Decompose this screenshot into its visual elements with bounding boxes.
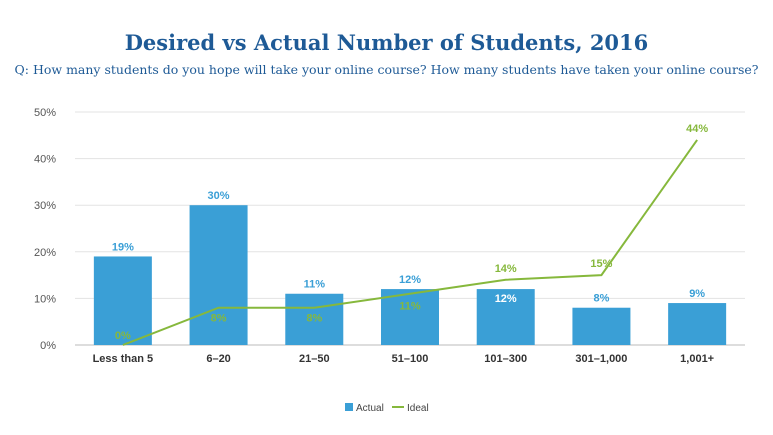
y-tick-label: 40%: [34, 154, 56, 166]
data-label-ideal: 15%: [590, 258, 612, 270]
data-label-ideal: 11%: [399, 301, 421, 313]
y-tick-label: 30%: [34, 200, 56, 212]
data-label-ideal: 8%: [306, 313, 322, 325]
legend-swatch-actual: [345, 403, 353, 411]
data-label-actual: 11%: [304, 279, 326, 291]
data-label-actual: 9%: [689, 288, 705, 300]
data-label-actual: 8%: [593, 293, 609, 305]
bar-actual: [93, 256, 152, 345]
y-tick-label: 50%: [34, 107, 56, 119]
bar-actual: [572, 307, 631, 345]
data-label-ideal: 14%: [495, 263, 517, 275]
y-tick-label: 10%: [34, 293, 56, 305]
bar-actual: [381, 289, 439, 345]
data-label-actual: 19%: [112, 241, 134, 253]
x-tick-label: 301–1,000: [575, 353, 627, 365]
y-tick-label: 20%: [34, 247, 56, 259]
bar-actual: [189, 205, 248, 345]
x-tick-label: 1,001+: [680, 353, 714, 365]
bar-actual: [668, 303, 727, 345]
legend-label-actual: Actual: [356, 403, 384, 414]
line-ideal: [122, 139, 698, 346]
data-label-ideal: 8%: [211, 313, 227, 325]
data-label-actual: 12%: [495, 293, 517, 305]
chart-subtitle: Q: How many students do you hope will ta…: [14, 62, 759, 77]
x-tick-label: 21–50: [299, 353, 330, 365]
data-label-ideal: 0%: [115, 330, 131, 342]
x-tick-label: 6–20: [206, 353, 230, 365]
bar-actual: [285, 293, 344, 345]
x-tick-label: Less than 5: [93, 353, 154, 365]
chart-title: Desired vs Actual Number of Students, 20…: [124, 30, 649, 55]
legend-label-ideal: Ideal: [407, 403, 429, 414]
data-label-ideal: 44%: [686, 123, 708, 135]
data-label-actual: 30%: [208, 190, 230, 202]
y-tick-label: 0%: [40, 340, 56, 352]
bar-actual: [476, 289, 535, 345]
x-tick-label: 101–300: [484, 353, 527, 365]
x-tick-label: 51–100: [392, 353, 429, 365]
data-label-actual: 12%: [399, 274, 421, 286]
